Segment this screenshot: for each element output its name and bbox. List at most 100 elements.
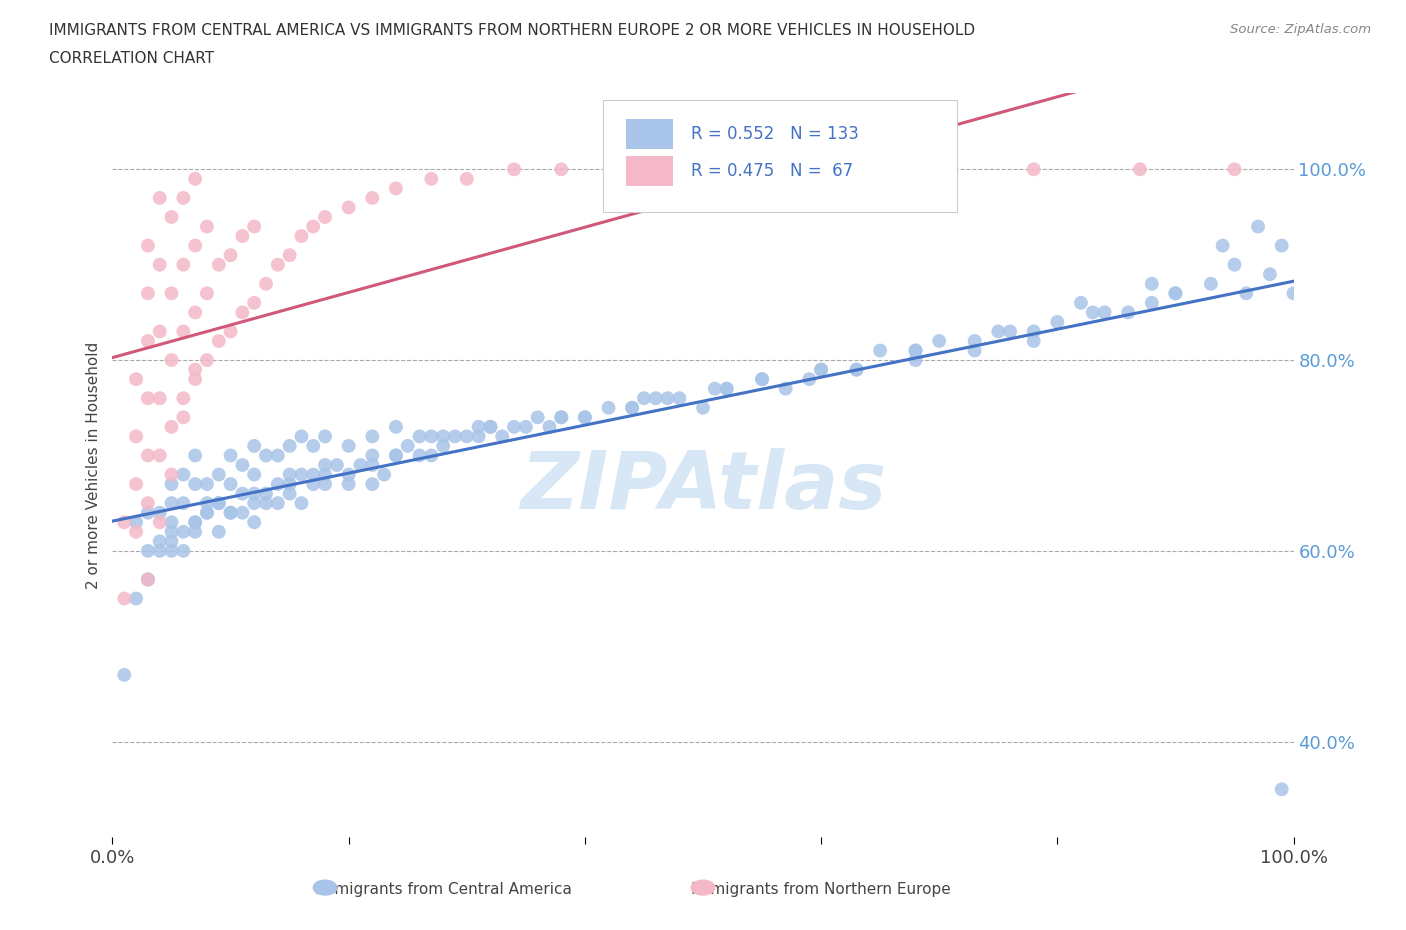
Point [337, 477, 360, 492]
Point [302, 467, 325, 482]
Point [136, 391, 159, 405]
Point [172, 496, 194, 511]
Point [1282, 286, 1305, 300]
Point [125, 429, 148, 444]
Point [1022, 334, 1045, 349]
Point [692, 400, 714, 415]
FancyBboxPatch shape [626, 156, 673, 186]
Point [550, 162, 572, 177]
Point [267, 448, 290, 463]
Point [195, 352, 218, 367]
Point [1234, 286, 1257, 300]
Point [302, 438, 325, 453]
Point [668, 391, 690, 405]
Point [598, 400, 620, 415]
Point [1271, 782, 1294, 797]
Point [420, 429, 443, 444]
Point [149, 391, 172, 405]
Point [125, 477, 148, 492]
Text: R = 0.475   N =  67: R = 0.475 N = 67 [692, 162, 853, 180]
Point [136, 286, 159, 300]
FancyBboxPatch shape [603, 100, 957, 212]
Point [1271, 238, 1294, 253]
Point [408, 429, 430, 444]
Text: Immigrants from Northern Europe: Immigrants from Northern Europe [692, 882, 950, 897]
Point [231, 486, 253, 501]
Point [195, 219, 218, 234]
Point [208, 496, 231, 511]
Point [668, 162, 690, 177]
Point [184, 362, 207, 377]
Point [1164, 286, 1187, 300]
Point [184, 448, 207, 463]
Point [172, 324, 194, 339]
Point [420, 171, 443, 186]
Point [172, 410, 194, 425]
Point [160, 209, 183, 224]
Point [149, 534, 172, 549]
Point [136, 238, 159, 253]
Point [219, 448, 242, 463]
Point [467, 419, 489, 434]
Point [195, 496, 218, 511]
Point [195, 505, 218, 520]
Point [716, 381, 738, 396]
Point [243, 496, 266, 511]
Point [491, 429, 513, 444]
Point [231, 305, 253, 320]
Point [231, 229, 253, 244]
Point [254, 496, 277, 511]
Point [219, 505, 242, 520]
Point [326, 458, 349, 472]
Point [267, 496, 290, 511]
Point [810, 362, 832, 377]
Point [314, 458, 336, 472]
Point [928, 334, 950, 349]
Point [136, 334, 159, 349]
Circle shape [692, 880, 714, 895]
Point [136, 496, 159, 511]
Point [385, 448, 408, 463]
Point [834, 162, 856, 177]
Point [526, 410, 548, 425]
Point [361, 429, 384, 444]
Point [1223, 162, 1246, 177]
Point [467, 429, 489, 444]
Point [998, 324, 1021, 339]
Point [385, 181, 408, 196]
Point [136, 505, 159, 520]
Point [160, 286, 183, 300]
Point [408, 448, 430, 463]
Point [112, 668, 135, 683]
Point [160, 419, 183, 434]
Point [432, 429, 454, 444]
Point [1046, 314, 1069, 329]
Point [503, 419, 526, 434]
Point [1140, 296, 1163, 311]
Point [243, 486, 266, 501]
Point [219, 324, 242, 339]
Point [644, 391, 666, 405]
Point [432, 438, 454, 453]
Point [172, 543, 194, 558]
Point [574, 410, 596, 425]
Point [1199, 276, 1222, 291]
Point [904, 343, 927, 358]
Point [1212, 238, 1234, 253]
Point [149, 448, 172, 463]
Point [1022, 162, 1045, 177]
Point [290, 429, 312, 444]
Point [420, 448, 443, 463]
Point [361, 458, 384, 472]
Point [703, 381, 725, 396]
Point [254, 486, 277, 501]
Point [208, 525, 231, 539]
Point [136, 543, 159, 558]
Point [208, 258, 231, 272]
Point [243, 467, 266, 482]
Point [456, 171, 478, 186]
Point [987, 324, 1010, 339]
Point [503, 162, 526, 177]
Point [208, 496, 231, 511]
Point [195, 286, 218, 300]
